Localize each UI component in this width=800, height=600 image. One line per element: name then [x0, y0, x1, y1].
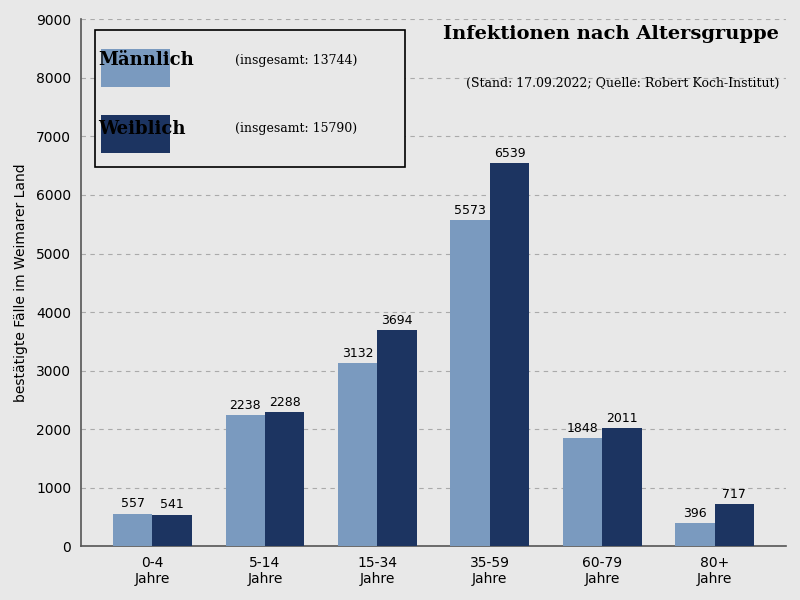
Bar — [378, 330, 417, 546]
Text: 1848: 1848 — [566, 422, 598, 435]
Text: 2011: 2011 — [606, 412, 638, 425]
Text: 5573: 5573 — [454, 204, 486, 217]
Bar — [602, 428, 642, 546]
Bar — [675, 523, 714, 546]
Bar — [563, 438, 602, 546]
Y-axis label: bestätigte Fälle im Weimarer Land: bestätigte Fälle im Weimarer Land — [14, 163, 28, 402]
Bar — [113, 514, 153, 546]
Text: (Stand: 17.09.2022; Quelle: Robert Koch-Institut): (Stand: 17.09.2022; Quelle: Robert Koch-… — [466, 77, 779, 91]
Text: 2238: 2238 — [230, 399, 261, 412]
Bar — [490, 163, 529, 546]
Text: 541: 541 — [160, 499, 184, 511]
Bar — [265, 412, 304, 546]
Text: 3694: 3694 — [382, 314, 413, 327]
Text: 396: 396 — [683, 507, 707, 520]
Text: 2288: 2288 — [269, 396, 301, 409]
Bar — [338, 363, 378, 546]
Text: 6539: 6539 — [494, 147, 526, 160]
Bar — [714, 504, 754, 546]
Bar — [226, 415, 265, 546]
Text: 3132: 3132 — [342, 347, 374, 359]
Text: 557: 557 — [121, 497, 145, 511]
Text: Infektionen nach Altersgruppe: Infektionen nach Altersgruppe — [443, 25, 779, 43]
Bar — [153, 515, 192, 546]
Bar — [450, 220, 490, 546]
Text: 717: 717 — [722, 488, 746, 501]
